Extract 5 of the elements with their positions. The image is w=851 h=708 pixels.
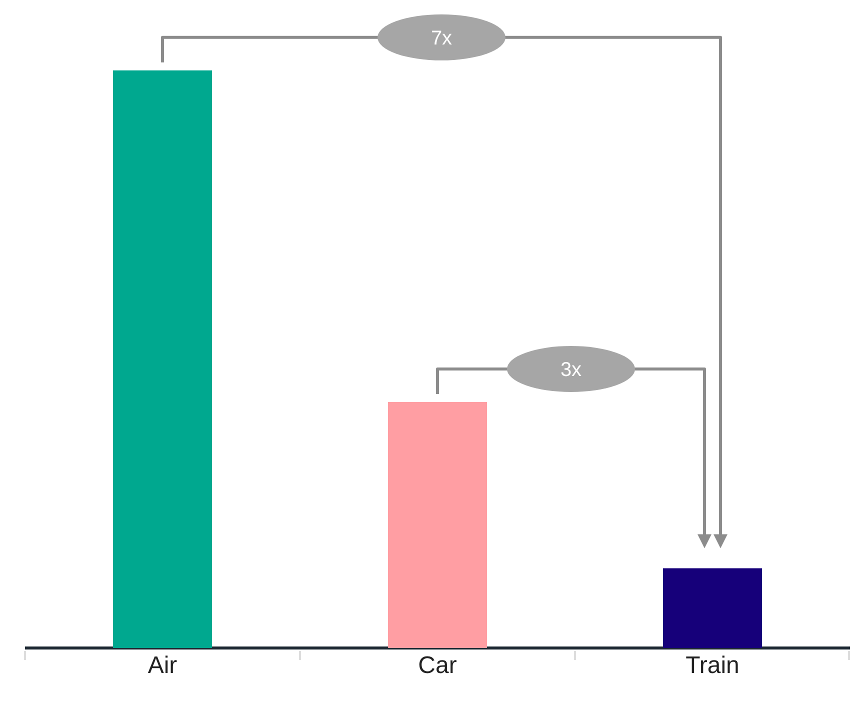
x-tick-label: Car <box>418 652 457 679</box>
annotation: 3x <box>560 358 582 381</box>
text: 7x <box>430 27 452 50</box>
x-tick-label: Train <box>686 652 740 679</box>
x-tick-label: Air <box>148 652 178 679</box>
